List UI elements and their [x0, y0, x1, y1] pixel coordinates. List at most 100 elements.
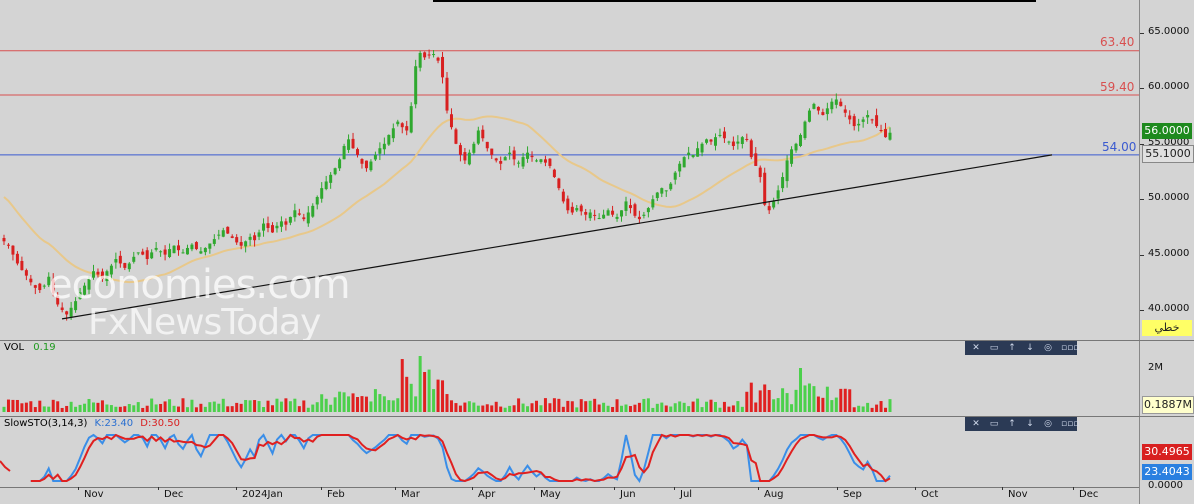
volume-bar [790, 404, 794, 412]
volume-bar [378, 394, 382, 412]
stochastic-pane[interactable]: SlowSTO(3,14,3) K:23.40 D:30.50 ✕ ▭ ↑ ↓ … [0, 417, 1139, 487]
volume-bar [42, 406, 46, 412]
window-icon[interactable]: ▭ [989, 419, 999, 429]
candle-body [239, 242, 243, 246]
volume-bar [722, 401, 726, 412]
volume-bar [754, 402, 758, 412]
candle-body [423, 52, 427, 58]
more-icon[interactable]: ▫▫▫ [1061, 419, 1080, 429]
down-arrow-icon[interactable]: ↓ [1026, 419, 1034, 429]
candle-body [718, 134, 722, 136]
x-axis-tick [158, 487, 159, 490]
volume-bar [11, 399, 15, 412]
candle-body [655, 192, 659, 199]
candle-body [705, 139, 709, 143]
time-axis[interactable]: Nov Dec 2024Jan Feb Mar Apr May Jun Jul Aug Sep Oct… [0, 487, 1139, 504]
volume-bar [423, 372, 427, 412]
volume-bar [78, 404, 82, 412]
candle-body [382, 143, 386, 150]
ma-value-badge: 55.1000 [1142, 145, 1194, 163]
x-axis-tick [837, 487, 838, 490]
volume-bar [575, 407, 579, 412]
candle-body [427, 54, 431, 56]
candle-body [181, 252, 185, 254]
candle-body [74, 301, 78, 311]
close-icon[interactable]: ✕ [972, 343, 980, 353]
more-icon[interactable]: ▫▫▫ [1061, 343, 1080, 353]
volume-bar [400, 359, 404, 412]
candle-body [244, 241, 248, 247]
candle-body [861, 119, 865, 122]
volume-bar [373, 389, 377, 412]
candle-body [816, 106, 820, 111]
volume-bar [185, 407, 189, 412]
candle-body [575, 208, 579, 211]
down-arrow-icon[interactable]: ↓ [1026, 343, 1034, 353]
volume-bar [664, 405, 668, 412]
candle-body [369, 161, 373, 171]
candle-body [682, 157, 686, 168]
price-tick-label: 45.0000 [1148, 247, 1190, 259]
volume-chart [2, 356, 892, 412]
volume-bar [476, 405, 480, 412]
volume-bar [508, 405, 512, 412]
volume-bar [467, 401, 471, 412]
volume-bar [642, 398, 646, 412]
volume-bar [713, 401, 717, 412]
candle-body [29, 278, 33, 283]
volume-bar [579, 399, 583, 412]
volume-bar [772, 399, 776, 412]
price-tick-label: 60.0000 [1148, 81, 1190, 93]
candle-body [508, 152, 512, 155]
candle-body [338, 159, 342, 169]
volume-value: 0.19 [33, 342, 56, 353]
candle-body [776, 190, 780, 199]
volume-bar [100, 400, 104, 412]
candle-body [114, 259, 118, 263]
indicator-tag-badge[interactable]: خطي [1142, 320, 1192, 336]
volume-bar [678, 401, 682, 412]
up-arrow-icon[interactable]: ↑ [1008, 343, 1016, 353]
volume-bar [539, 405, 543, 412]
up-arrow-icon[interactable]: ↑ [1008, 419, 1016, 429]
candle-body [566, 198, 570, 211]
volume-pane[interactable]: VOL 0.19 ✕ ▭ ↑ ↓ ◎ ▫▫▫ [0, 341, 1139, 416]
volume-bar [799, 368, 803, 412]
volume-bar [821, 397, 825, 412]
candle-body [888, 132, 892, 140]
candle-body [159, 251, 163, 253]
volume-bar [257, 401, 261, 412]
volume-bar [454, 403, 458, 412]
volume-bar [24, 402, 28, 412]
volume-bar [230, 406, 234, 412]
volume-bar [396, 398, 400, 412]
settings-icon[interactable]: ◎ [1044, 343, 1052, 353]
volume-bar [275, 398, 279, 412]
price-tick-label: 40.0000 [1148, 303, 1190, 314]
candle-body [687, 152, 691, 155]
price-axis[interactable]: 65.0000 60.0000 55.0000 50.0000 45.0000 40.00… [1139, 0, 1194, 340]
volume-bar [673, 403, 677, 412]
candle-body [593, 214, 597, 216]
candle-body [221, 230, 225, 237]
settings-icon[interactable]: ◎ [1044, 419, 1052, 429]
close-icon[interactable]: ✕ [972, 419, 980, 429]
volume-bar [324, 398, 328, 412]
candle-body [154, 247, 158, 250]
stochastic-axis[interactable]: 30.4965 23.4043 0.0000 [1139, 417, 1194, 504]
volume-bar [172, 405, 176, 412]
stochastic-k-line [30, 432, 891, 484]
volume-bar [199, 403, 203, 412]
candle-body [557, 178, 561, 189]
volume-bar [239, 403, 243, 412]
window-icon[interactable]: ▭ [989, 343, 999, 353]
volume-axis[interactable]: 2M 0.1887M [1139, 341, 1194, 416]
volume-bar [360, 396, 364, 412]
candle-body [597, 218, 601, 220]
volume-bar [615, 399, 619, 412]
candle-body [749, 140, 753, 158]
candle-body [293, 210, 297, 218]
candle-body [624, 201, 628, 211]
price-pane[interactable]: 63.40 59.40 54.00 economies.com FxNewsTo… [0, 0, 1139, 343]
candle-body [42, 285, 46, 287]
